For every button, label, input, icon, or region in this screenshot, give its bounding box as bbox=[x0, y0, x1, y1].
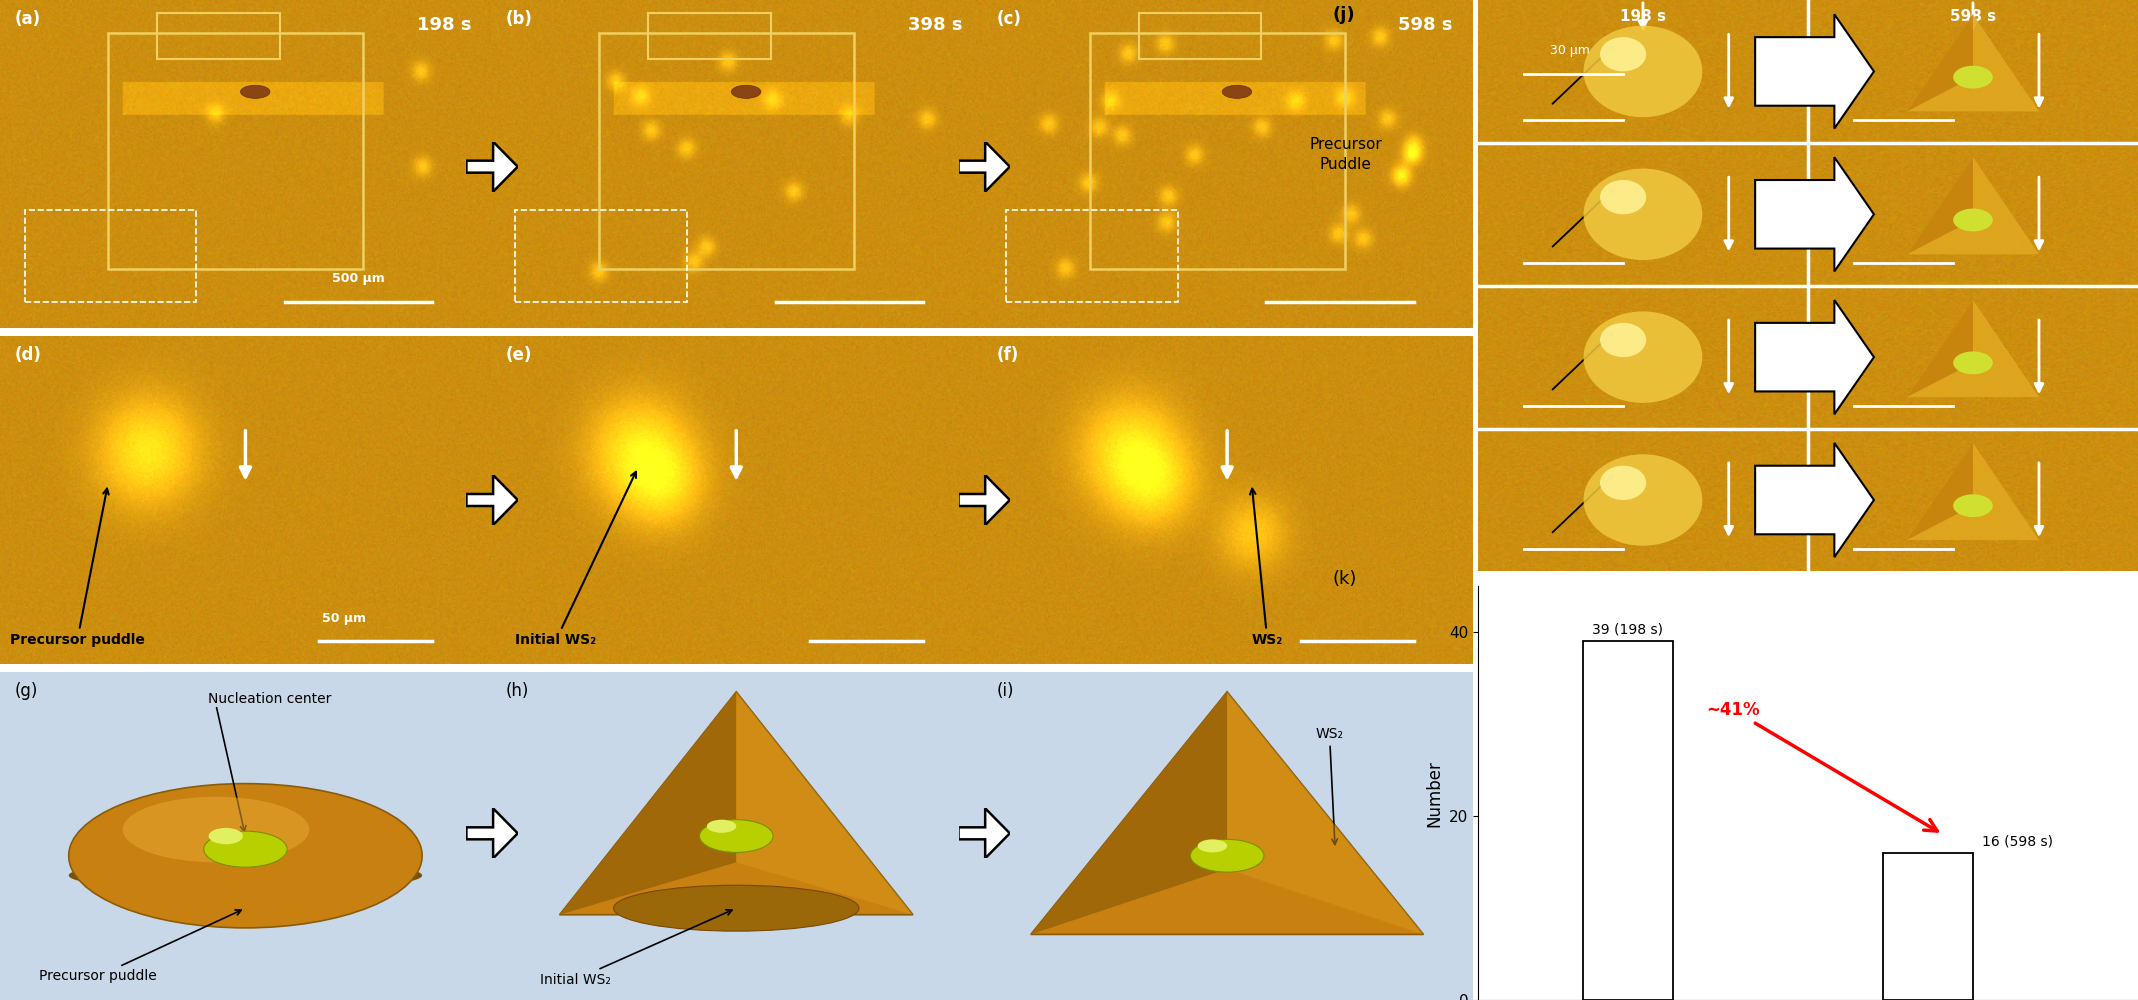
Bar bbox=[1090, 33, 1345, 269]
Polygon shape bbox=[1907, 157, 2040, 254]
Ellipse shape bbox=[1223, 85, 1251, 98]
Polygon shape bbox=[466, 475, 517, 525]
Polygon shape bbox=[1907, 300, 2040, 397]
Text: (d): (d) bbox=[15, 346, 41, 364]
Bar bbox=[648, 13, 770, 59]
Text: Nucleation center: Nucleation center bbox=[207, 692, 331, 706]
Ellipse shape bbox=[68, 859, 421, 892]
Ellipse shape bbox=[1584, 169, 1702, 260]
Text: (k): (k) bbox=[1332, 570, 1358, 588]
Ellipse shape bbox=[122, 797, 310, 862]
Text: 598 s: 598 s bbox=[1398, 16, 1454, 34]
Polygon shape bbox=[1907, 14, 2040, 111]
Polygon shape bbox=[466, 142, 517, 192]
Text: (c): (c) bbox=[996, 10, 1022, 28]
Ellipse shape bbox=[1954, 494, 1993, 517]
Ellipse shape bbox=[731, 85, 761, 98]
Ellipse shape bbox=[210, 828, 244, 844]
Bar bbox=[1884, 853, 1973, 1000]
Ellipse shape bbox=[614, 885, 859, 931]
Polygon shape bbox=[1755, 14, 1873, 129]
Text: (j): (j) bbox=[1332, 6, 1355, 24]
Polygon shape bbox=[1031, 692, 1424, 934]
Y-axis label: Number: Number bbox=[1426, 760, 1443, 827]
Bar bbox=[109, 33, 363, 269]
Ellipse shape bbox=[1954, 66, 1993, 89]
Text: Initial WS₂: Initial WS₂ bbox=[541, 910, 731, 987]
Ellipse shape bbox=[1599, 323, 1646, 357]
Ellipse shape bbox=[1197, 839, 1227, 852]
Polygon shape bbox=[1755, 300, 1873, 414]
Polygon shape bbox=[1907, 443, 2040, 540]
Polygon shape bbox=[1755, 157, 1873, 271]
Text: Precursor puddle: Precursor puddle bbox=[38, 910, 242, 983]
Polygon shape bbox=[1227, 692, 1424, 934]
Text: (g): (g) bbox=[15, 682, 38, 700]
Text: (h): (h) bbox=[505, 682, 528, 700]
Text: 50 μm: 50 μm bbox=[321, 612, 366, 625]
Text: ~41%: ~41% bbox=[1706, 701, 1937, 831]
Text: (i): (i) bbox=[996, 682, 1013, 700]
Text: WS₂: WS₂ bbox=[1251, 489, 1283, 647]
Text: 500 μm: 500 μm bbox=[331, 272, 385, 285]
Text: Initial WS₂: Initial WS₂ bbox=[515, 472, 635, 647]
Ellipse shape bbox=[68, 784, 421, 928]
Polygon shape bbox=[1907, 157, 1973, 254]
Bar bbox=[1582, 641, 1672, 1000]
Text: (b): (b) bbox=[505, 10, 532, 28]
Text: 39 (198 s): 39 (198 s) bbox=[1593, 623, 1663, 637]
Ellipse shape bbox=[699, 820, 774, 852]
Polygon shape bbox=[958, 808, 1009, 858]
Ellipse shape bbox=[1584, 454, 1702, 546]
Polygon shape bbox=[1907, 300, 1973, 397]
Polygon shape bbox=[466, 808, 517, 858]
Polygon shape bbox=[1907, 443, 1973, 540]
Bar bbox=[599, 33, 853, 269]
Text: 398 s: 398 s bbox=[907, 16, 962, 34]
Bar bbox=[156, 13, 280, 59]
Ellipse shape bbox=[1584, 311, 1702, 403]
Text: 198 s: 198 s bbox=[1621, 9, 1666, 24]
Bar bbox=[24, 210, 197, 302]
Ellipse shape bbox=[1599, 466, 1646, 500]
Ellipse shape bbox=[1954, 351, 1993, 374]
Polygon shape bbox=[560, 692, 735, 915]
Ellipse shape bbox=[203, 831, 286, 867]
Text: 16 (598 s): 16 (598 s) bbox=[1982, 834, 2052, 848]
Polygon shape bbox=[1755, 443, 1873, 557]
Bar bbox=[515, 210, 686, 302]
Text: 598 s: 598 s bbox=[1950, 9, 1997, 24]
Polygon shape bbox=[560, 692, 913, 915]
Bar bbox=[1007, 210, 1178, 302]
Polygon shape bbox=[1031, 692, 1227, 934]
Ellipse shape bbox=[1584, 26, 1702, 117]
Text: Precursor puddle: Precursor puddle bbox=[11, 489, 145, 647]
Text: Precursor
Puddle: Precursor Puddle bbox=[1308, 137, 1383, 172]
Polygon shape bbox=[1907, 14, 1973, 111]
Ellipse shape bbox=[1599, 180, 1646, 214]
Text: (f): (f) bbox=[996, 346, 1018, 364]
Ellipse shape bbox=[1191, 839, 1264, 872]
Polygon shape bbox=[735, 692, 913, 915]
Polygon shape bbox=[958, 142, 1009, 192]
Text: 30 μm: 30 μm bbox=[1550, 44, 1591, 57]
Text: (a): (a) bbox=[15, 10, 41, 28]
Text: WS₂: WS₂ bbox=[1315, 727, 1343, 845]
Text: 198 s: 198 s bbox=[417, 16, 470, 34]
Ellipse shape bbox=[708, 820, 735, 833]
Ellipse shape bbox=[1599, 37, 1646, 71]
Text: (e): (e) bbox=[505, 346, 532, 364]
Bar bbox=[1140, 13, 1261, 59]
Ellipse shape bbox=[239, 85, 269, 98]
Ellipse shape bbox=[1954, 209, 1993, 231]
Polygon shape bbox=[958, 475, 1009, 525]
